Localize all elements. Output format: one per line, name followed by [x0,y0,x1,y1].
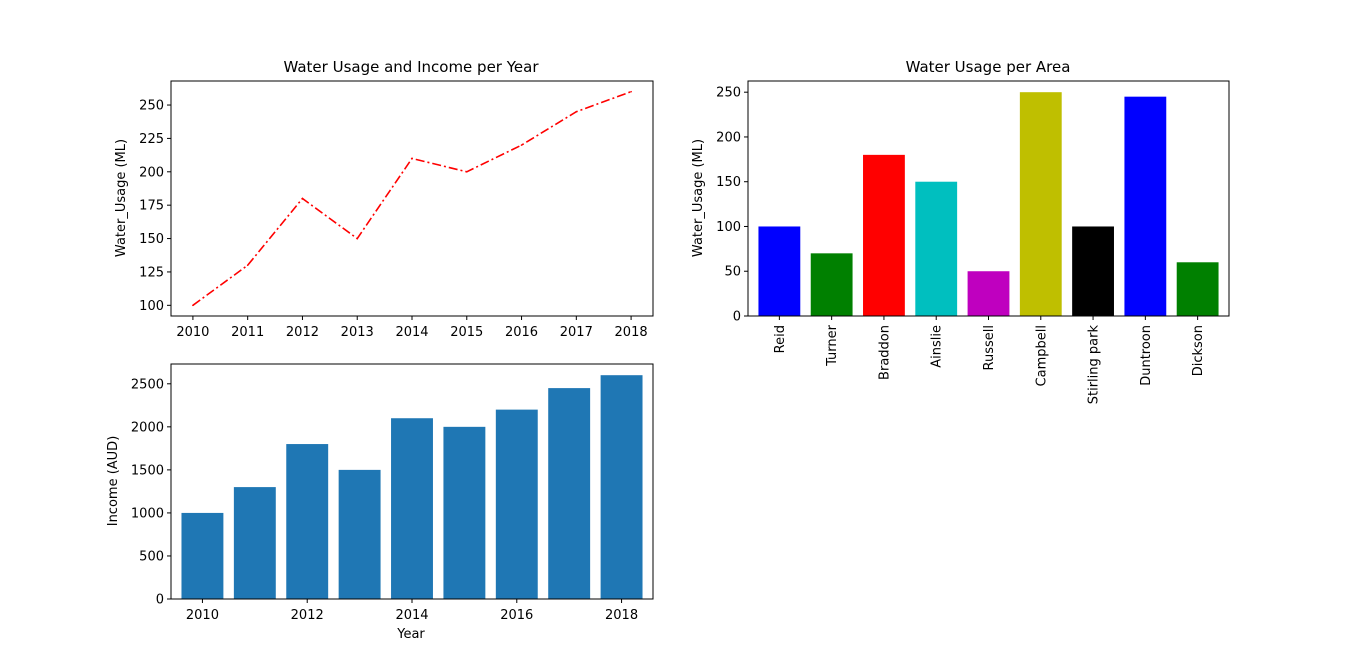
water-usage-point [301,197,304,200]
line-chart-ytick-label: 125 [139,265,164,280]
line-chart-title: Water Usage and Income per Year [283,58,539,76]
area-chart-ytick-label: 200 [716,130,741,145]
line-chart-xtick-label: 2010 [176,325,209,340]
income-chart-ytick-label: 1000 [131,506,164,521]
income-bar [391,418,433,599]
income-chart-ylabel: Income (AUD) [106,436,121,527]
area-chart-ytick-label: 50 [724,265,741,280]
income-bar [181,512,224,599]
line-chart-xtick-label: 2013 [341,325,374,340]
water-usage-area-bar-chart: Water Usage per Area Water_Usage (ML) 0 5… [691,58,1230,405]
area-chart-xtick-label: Stirling park [1087,325,1102,405]
income-bar-chart: Year Income (AUD) 0 500 1000 1500 2000 2500 20… [106,363,654,642]
area-chart-ytick-label: 250 [716,86,741,101]
area-bar [863,154,905,316]
line-chart-axes-frame [170,80,654,317]
income-chart-xlabel: Year [396,627,425,642]
line-chart-xtick-label: 2012 [286,325,319,340]
income-chart-ytick-label: 1500 [131,463,164,478]
area-chart-xtick-label: Dickson [1191,325,1206,376]
income-bar [443,426,486,599]
area-chart-ytick-label: 0 [733,310,741,325]
income-chart-ytick-label: 500 [139,549,164,564]
income-chart-xtick-label: 2012 [291,608,324,623]
area-bar [1124,96,1167,317]
area-chart-ylabel: Water_Usage (ML) [691,139,706,257]
area-bar [1072,226,1114,316]
income-bar [233,487,276,599]
line-chart-xtick-label: 2014 [395,325,428,340]
income-chart-xtick-label: 2010 [186,608,219,623]
area-chart-xtick-label: Ainslie [930,325,945,368]
income-bar [548,388,591,599]
area-bar [967,271,1010,316]
income-bar [286,444,329,599]
water-usage-point [411,157,413,160]
line-chart-xtick-label: 2016 [505,325,538,340]
line-chart-ytick-label: 225 [139,132,164,147]
area-chart-xtick-label: Reid [773,325,788,353]
area-chart-xtick-label: Duntroon [1139,325,1154,386]
water-usage-point [630,90,632,93]
water-usage-point [356,237,359,240]
area-chart-xtick-label: Braddon [877,325,892,380]
line-chart-ytick-label: 100 [139,299,164,314]
income-chart-ytick-label: 2000 [131,420,164,435]
water-usage-line [192,90,632,306]
water-usage-point [575,110,578,113]
area-chart-ytick-label: 150 [716,175,741,190]
line-chart-xtick-label: 2018 [615,325,648,340]
water-usage-line-chart: Water Usage and Income per Year Water_Us… [114,58,654,340]
income-chart-xtick-label: 2016 [500,608,533,623]
area-chart-ytick-label: 100 [716,220,741,235]
water-usage-point [520,144,523,146]
income-chart-xtick-label: 2014 [395,608,428,623]
area-bar [758,226,801,316]
line-chart-xtick-label: 2015 [450,325,483,340]
line-chart-ytick-label: 150 [139,232,164,247]
line-chart-ytick-label: 250 [139,99,164,114]
income-chart-ytick-label: 0 [156,593,164,608]
area-bar [1176,262,1219,316]
area-chart-xtick-label: Turner [825,324,840,367]
income-chart-xtick-label: 2018 [605,608,638,623]
area-chart-xtick-label: Campbell [1034,325,1049,386]
line-chart-xtick-label: 2017 [560,325,593,340]
water-usage-point [465,170,468,173]
area-bar [915,181,958,316]
income-chart-ytick-label: 2500 [131,377,164,392]
line-chart-ytick-label: 175 [139,199,164,214]
line-chart-ytick-label: 200 [139,165,164,180]
area-bar [810,253,853,316]
line-chart-xtick-label: 2011 [231,325,264,340]
area-chart-title: Water Usage per Area [906,58,1071,76]
area-chart-xtick-label: Russell [982,325,997,370]
water-usage-point [246,264,249,267]
area-bar [1019,92,1062,316]
income-bar [338,469,381,599]
water-usage-point [192,304,194,307]
income-bar [600,375,643,599]
income-bar [495,409,538,599]
line-chart-ylabel: Water_Usage (ML) [114,139,129,257]
